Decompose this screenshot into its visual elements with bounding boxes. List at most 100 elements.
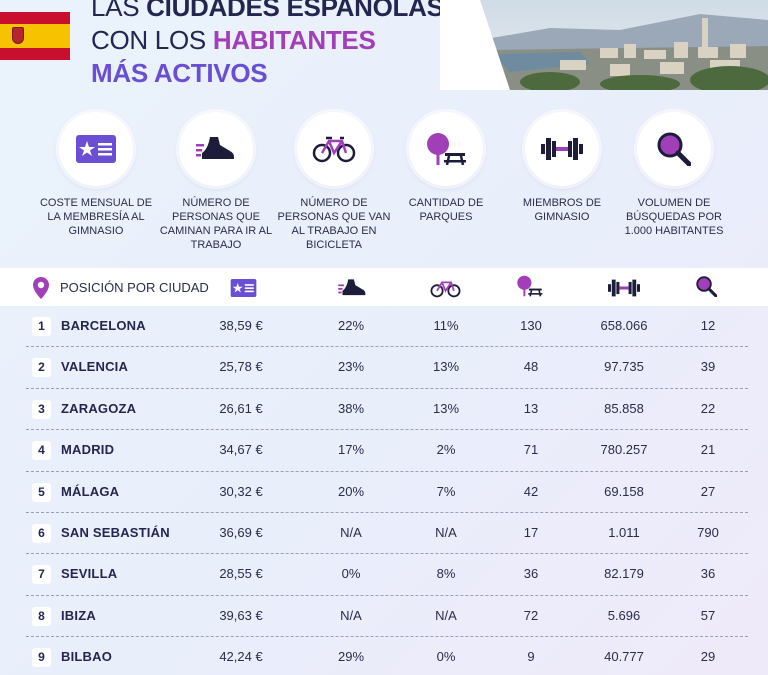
category-bike: NÚMERO DE PERSONAS QUE VAN AL TRABAJO EN… <box>275 108 393 252</box>
cell-parks: 13 <box>523 400 539 416</box>
cell-parks: 42 <box>523 483 539 499</box>
membership-card-icon <box>59 112 133 186</box>
cell-gym-members: 85.858 <box>604 400 644 416</box>
cell-bike: 13% <box>432 400 460 416</box>
table-row: 5 MÁLAGA 30,32 € 20% 7% 42 69.158 27 <box>26 472 748 513</box>
cell-bike: 0% <box>436 649 456 665</box>
cell-gym-members: 1.011 <box>608 524 640 540</box>
cell-gym-cost: 30,32 € <box>219 483 263 499</box>
cell-gym-cost: 26,61 € <box>219 400 263 416</box>
cell-searches: 36 <box>700 566 716 582</box>
cell-parks: 130 <box>520 318 542 333</box>
category-search: VOLUMEN DE BÚSQUEDAS POR 1.000 HABITANTE… <box>615 108 733 238</box>
cell-gym-cost: 42,24 € <box>219 649 263 665</box>
dumbbell-icon <box>608 278 640 303</box>
cell-searches: 27 <box>700 483 716 499</box>
sneaker-icon <box>338 278 367 303</box>
category-label: COSTE MENSUAL DE LA MEMBRESÍA AL GIMNASI… <box>39 197 153 237</box>
cell-bike: 13% <box>432 359 460 375</box>
city-name: SEVILLA <box>61 566 118 582</box>
title-line-3: MÁS ACTIVOS <box>91 58 268 88</box>
rank-badge: 5 <box>32 482 51 502</box>
cell-gym-cost: 38,59 € <box>219 318 263 333</box>
category-label: VOLUMEN DE BÚSQUEDAS POR 1.000 HABITANTE… <box>624 197 724 237</box>
cell-parks: 72 <box>523 607 539 623</box>
cell-searches: 39 <box>700 359 716 375</box>
sneaker-icon <box>179 112 253 186</box>
city-name: VALENCIA <box>61 359 129 375</box>
table-row: 1 BARCELONA 38,59 € 22% 11% 130 658.066 12 <box>26 306 748 348</box>
cell-bike: 2% <box>436 442 456 458</box>
table-row: 3 ZARAGOZA 26,61 € 38% 13% 13 85.858 22 <box>26 389 748 431</box>
cell-walk: 38% <box>337 400 365 416</box>
cell-searches: 12 <box>700 318 716 333</box>
cell-parks: 48 <box>523 359 539 375</box>
title-prefix-2: CON LOS <box>91 25 213 55</box>
category-gym: MIEMBROS DE GIMNASIO <box>503 108 621 224</box>
cell-gym-members: 780.257 <box>600 442 648 458</box>
spain-flag-icon <box>0 12 70 60</box>
cell-walk: 22% <box>337 318 365 333</box>
bicycle-icon <box>297 112 371 186</box>
cell-gym-members: 97.735 <box>604 359 644 375</box>
table-row: 9 BILBAO 42,24 € 29% 0% 9 40.777 29 <box>26 637 748 675</box>
rank-badge: 7 <box>32 565 51 585</box>
cell-walk: N/A <box>340 524 362 540</box>
cell-parks: 9 <box>527 649 535 665</box>
table-row: 8 IBIZA 39,63 € N/A N/A 72 5.696 57 <box>26 596 748 638</box>
rank-badge: 4 <box>32 441 51 461</box>
cell-walk: N/A <box>340 607 362 623</box>
cell-gym-members: 69.158 <box>604 483 644 499</box>
magnifier-icon <box>696 276 718 302</box>
location-pin-icon <box>33 277 49 304</box>
category-row: COSTE MENSUAL DE LA MEMBRESÍA AL GIMNASI… <box>0 108 768 258</box>
cell-parks: 17 <box>523 524 539 540</box>
cell-bike: 8% <box>436 566 456 582</box>
cell-walk: 17% <box>337 442 365 458</box>
cell-gym-members: 40.777 <box>604 649 644 665</box>
category-label: CANTIDAD DE PARQUES <box>408 197 484 223</box>
city-photo <box>440 0 768 90</box>
category-walk: NÚMERO DE PERSONAS QUE CAMINAN PARA IR A… <box>157 108 275 252</box>
bicycle-icon <box>430 278 461 303</box>
rank-badge: 3 <box>32 399 51 419</box>
page-title: LAS CIUDADES ESPAÑOLAS CON LOS HABITANTE… <box>91 0 444 90</box>
cell-walk: 29% <box>337 649 365 665</box>
table-row: 2 VALENCIA 25,78 € 23% 13% 48 97.735 39 <box>26 347 748 389</box>
cell-walk: 23% <box>337 359 365 375</box>
category-membership: COSTE MENSUAL DE LA MEMBRESÍA AL GIMNASI… <box>37 108 155 238</box>
category-label: NÚMERO DE PERSONAS QUE CAMINAN PARA IR A… <box>159 197 273 251</box>
table-header: POSICIÓN POR CIUDAD <box>0 268 768 306</box>
cell-bike: 11% <box>433 318 459 333</box>
city-name: IBIZA <box>61 607 96 623</box>
cell-searches: 21 <box>700 442 716 458</box>
category-label: NÚMERO DE PERSONAS QUE VAN AL TRABAJO EN… <box>277 197 391 251</box>
city-name: BILBAO <box>61 649 113 665</box>
city-name: MADRID <box>61 442 115 458</box>
cell-searches: 22 <box>700 400 716 416</box>
cell-gym-members: 5.696 <box>607 607 641 623</box>
cell-parks: 36 <box>523 566 539 582</box>
cell-gym-members: 658.066 <box>600 318 648 333</box>
table-row: 6 SAN SEBASTIÁN 36,69 € N/A N/A 17 1.011 790 <box>26 513 748 555</box>
cell-walk: 0% <box>341 566 361 582</box>
park-icon <box>409 112 483 186</box>
city-name: MÁLAGA <box>61 483 120 499</box>
cell-walk: 20% <box>337 483 365 499</box>
category-parks: CANTIDAD DE PARQUES <box>387 108 505 224</box>
rank-badge: 6 <box>32 523 51 543</box>
table-row: 7 SEVILLA 28,55 € 0% 8% 36 82.179 36 <box>26 554 748 596</box>
ranking-table: 1 BARCELONA 38,59 € 22% 11% 130 658.066 12 2 VALE… <box>0 306 768 675</box>
cell-gym-cost: 25,78 € <box>219 359 263 375</box>
rank-badge: 8 <box>32 606 51 626</box>
cell-parks: 71 <box>523 442 539 458</box>
header: LAS CIUDADES ESPAÑOLAS CON LOS HABITANTE… <box>0 0 768 92</box>
magnifier-icon <box>637 112 711 186</box>
cell-gym-cost: 34,67 € <box>219 442 263 458</box>
cell-bike: 7% <box>436 483 456 499</box>
rank-badge: 2 <box>32 358 51 378</box>
cell-searches: 790 <box>697 524 719 540</box>
cell-gym-members: 82.179 <box>604 566 644 582</box>
cell-searches: 29 <box>700 649 716 665</box>
table-row: 4 MADRID 34,67 € 17% 2% 71 780.257 21 <box>26 430 748 472</box>
